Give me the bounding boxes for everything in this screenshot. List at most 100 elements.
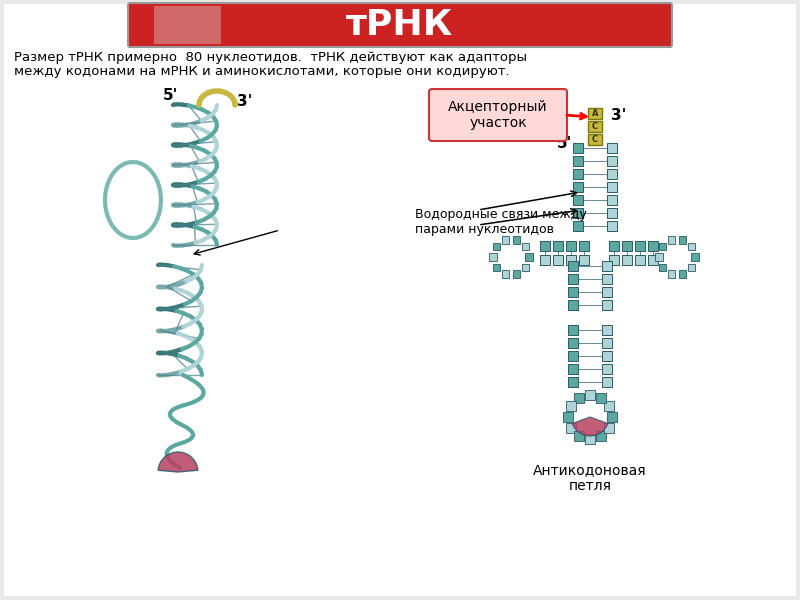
Bar: [579, 255, 589, 265]
Text: Антикодоновая
петля: Антикодоновая петля: [533, 463, 647, 493]
Bar: [563, 412, 573, 422]
Bar: [566, 424, 575, 433]
Bar: [493, 242, 500, 250]
Bar: [607, 143, 617, 153]
Bar: [668, 271, 675, 278]
Bar: [605, 424, 614, 433]
Bar: [678, 236, 686, 244]
Text: Акцепторный
участок: Акцепторный участок: [448, 100, 548, 130]
Bar: [568, 377, 578, 387]
Bar: [607, 412, 617, 422]
Bar: [568, 261, 578, 271]
Bar: [568, 325, 578, 335]
Bar: [648, 255, 658, 265]
Bar: [609, 241, 619, 251]
Bar: [553, 255, 563, 265]
FancyBboxPatch shape: [429, 89, 567, 141]
FancyBboxPatch shape: [154, 6, 221, 44]
Text: C: C: [592, 135, 598, 144]
Bar: [602, 261, 612, 271]
Bar: [602, 274, 612, 284]
Bar: [568, 287, 578, 297]
Bar: [688, 242, 695, 250]
Text: тРНК: тРНК: [346, 8, 454, 42]
Bar: [579, 241, 589, 251]
Bar: [573, 169, 583, 179]
Bar: [588, 121, 602, 132]
Bar: [513, 271, 520, 278]
Bar: [502, 236, 510, 244]
Bar: [568, 300, 578, 310]
Bar: [588, 134, 602, 145]
Text: A: A: [592, 109, 598, 118]
Bar: [522, 264, 530, 271]
Bar: [605, 401, 614, 410]
Bar: [602, 300, 612, 310]
Bar: [574, 394, 584, 403]
Bar: [658, 242, 666, 250]
Bar: [490, 253, 497, 261]
Text: между кодонами на мРНК и аминокислотами, которые они кодируют.: между кодонами на мРНК и аминокислотами,…: [14, 65, 510, 79]
Text: Размер тРНК примерно  80 нуклеотидов.  тРНК действуют как адапторы: Размер тРНК примерно 80 нуклеотидов. тРН…: [14, 52, 527, 64]
Bar: [568, 364, 578, 374]
Text: 3': 3': [611, 107, 626, 122]
Bar: [566, 241, 576, 251]
Bar: [602, 364, 612, 374]
Bar: [586, 434, 594, 443]
Bar: [574, 431, 584, 440]
Bar: [648, 241, 658, 251]
Text: C: C: [592, 122, 598, 131]
Bar: [573, 156, 583, 166]
Bar: [588, 108, 602, 119]
Bar: [596, 394, 606, 403]
Text: 5': 5': [558, 136, 573, 151]
Bar: [622, 255, 632, 265]
Wedge shape: [158, 452, 198, 472]
Bar: [688, 264, 695, 271]
Bar: [602, 351, 612, 361]
Bar: [553, 241, 563, 251]
Bar: [568, 338, 578, 348]
Bar: [573, 143, 583, 153]
Bar: [522, 242, 530, 250]
Bar: [566, 255, 576, 265]
Bar: [607, 221, 617, 231]
Bar: [602, 377, 612, 387]
Bar: [502, 271, 510, 278]
Bar: [658, 264, 666, 271]
Bar: [566, 401, 575, 410]
Text: 5': 5': [162, 88, 178, 103]
Bar: [586, 391, 594, 400]
Bar: [607, 208, 617, 218]
Bar: [635, 255, 645, 265]
Bar: [609, 255, 619, 265]
Bar: [668, 236, 675, 244]
Bar: [607, 195, 617, 205]
Bar: [596, 431, 606, 440]
Bar: [568, 274, 578, 284]
Bar: [691, 253, 698, 261]
Bar: [602, 287, 612, 297]
Bar: [513, 236, 520, 244]
Text: Водородные связи между
парами нуклеотидов: Водородные связи между парами нуклеотидо…: [415, 208, 586, 236]
Bar: [573, 195, 583, 205]
Bar: [635, 241, 645, 251]
Bar: [622, 241, 632, 251]
Bar: [602, 325, 612, 335]
Bar: [540, 241, 550, 251]
Bar: [573, 182, 583, 192]
Bar: [607, 156, 617, 166]
Bar: [655, 253, 662, 261]
Bar: [573, 208, 583, 218]
Bar: [607, 169, 617, 179]
Bar: [526, 253, 533, 261]
Wedge shape: [572, 417, 608, 436]
Bar: [493, 264, 500, 271]
Bar: [678, 271, 686, 278]
FancyBboxPatch shape: [128, 3, 672, 47]
Bar: [607, 182, 617, 192]
Bar: [540, 255, 550, 265]
Text: 3': 3': [237, 94, 252, 109]
Bar: [568, 351, 578, 361]
Bar: [573, 221, 583, 231]
